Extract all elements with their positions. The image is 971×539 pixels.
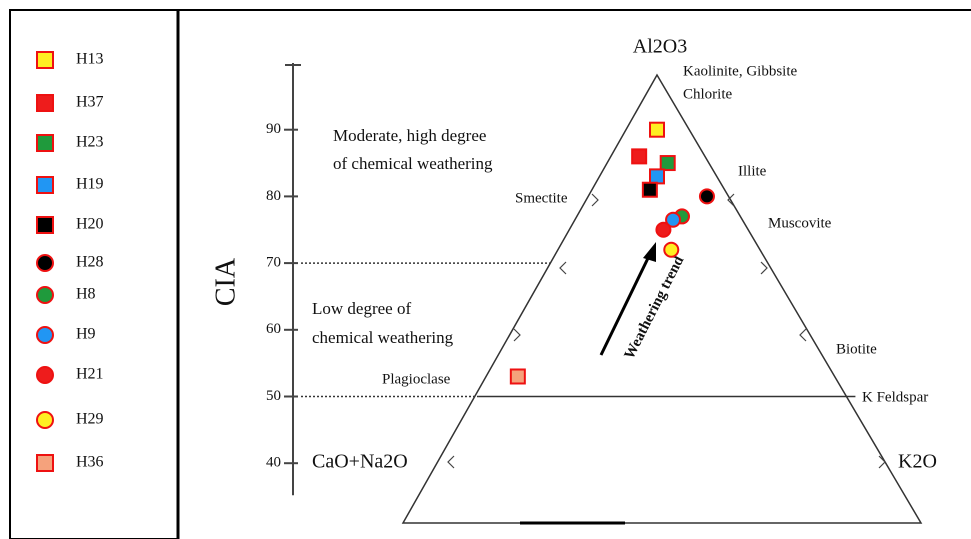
y-axis-label: CIA <box>210 257 241 306</box>
y-tick-label: 90 <box>266 121 281 137</box>
data-point <box>649 168 665 185</box>
y-tick-label: 80 <box>266 188 281 204</box>
annotation: Chlorite <box>683 86 733 102</box>
legend-marker <box>36 94 54 112</box>
legend-marker <box>36 286 54 304</box>
y-tick-label: 40 <box>266 455 281 471</box>
legend-label: H21 <box>76 366 104 383</box>
legend-marker <box>36 254 54 272</box>
y-tick-label: 50 <box>266 388 281 404</box>
y-tick-label: 60 <box>266 321 281 337</box>
trend-arrowhead <box>643 242 656 262</box>
data-point <box>631 148 648 165</box>
edge-chevron <box>513 328 521 342</box>
edge-chevron <box>760 261 768 275</box>
data-point <box>659 155 676 172</box>
annotation: Plagioclase <box>382 371 451 387</box>
annotation: K Feldspar <box>862 389 928 405</box>
legend-label: H37 <box>76 94 104 111</box>
legend-marker <box>36 454 54 472</box>
annotation: Kaolinite, Gibbsite <box>683 63 797 79</box>
edge-chevron <box>727 193 735 207</box>
annotation: Biotite <box>836 341 877 357</box>
annotation: Moderate, high degree <box>333 126 486 145</box>
data-point <box>649 121 665 138</box>
annotation: Smectite <box>515 190 568 206</box>
annotation: Illite <box>738 163 767 179</box>
triangle <box>401 73 923 524</box>
annotation: Low degree of <box>312 299 411 318</box>
legend-marker <box>36 326 54 344</box>
data-point <box>663 241 680 258</box>
data-point <box>641 181 658 198</box>
vertex-label: K2O <box>898 451 937 473</box>
annotation: Muscovite <box>768 215 832 231</box>
legend-label: H8 <box>76 286 96 303</box>
legend-marker <box>36 176 54 194</box>
legend-marker <box>36 366 54 384</box>
legend-label: H19 <box>76 176 104 193</box>
legend-label: H20 <box>76 216 104 233</box>
y-tick-label: 70 <box>266 255 281 271</box>
data-point <box>665 211 682 228</box>
legend-label: H9 <box>76 326 96 343</box>
vertex-label: CaO+Na2O <box>312 451 408 473</box>
edge-chevron <box>878 455 886 469</box>
legend-label: H28 <box>76 254 104 271</box>
legend-marker <box>36 134 54 152</box>
legend-label: H29 <box>76 411 104 428</box>
data-point <box>698 188 715 205</box>
legend-marker <box>36 216 54 234</box>
trend-arrow <box>599 251 653 356</box>
legend-label: H23 <box>76 134 104 151</box>
legend-label: H36 <box>76 454 104 471</box>
legend-marker <box>36 51 54 69</box>
annotation: chemical weathering <box>312 328 454 347</box>
data-point <box>655 221 672 238</box>
data-point <box>509 368 526 385</box>
legend-marker <box>36 411 54 429</box>
legend-label: H13 <box>76 51 104 68</box>
edge-chevron <box>799 328 807 342</box>
edge-chevron <box>447 455 455 469</box>
edge-chevron <box>559 261 567 275</box>
trend-label: Weathering trend <box>622 253 688 362</box>
annotation: of chemical weathering <box>333 154 493 173</box>
edge-chevron <box>591 193 599 207</box>
vertex-label: Al2O3 <box>633 36 687 58</box>
